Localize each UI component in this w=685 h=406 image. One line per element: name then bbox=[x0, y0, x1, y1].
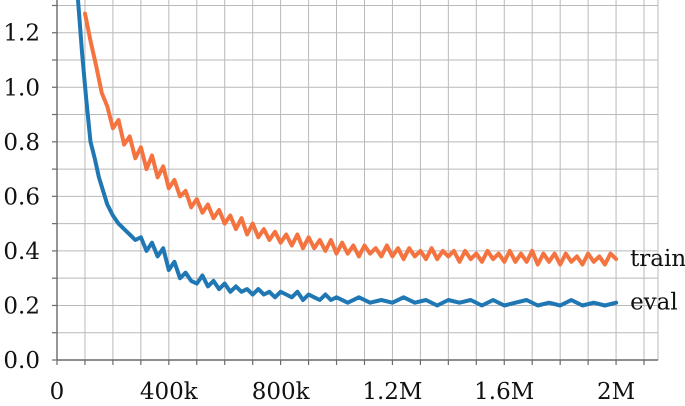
y-tick-label: 0.0 bbox=[3, 348, 40, 374]
series-lines bbox=[76, 0, 619, 308]
y-tick-label: 1.0 bbox=[3, 75, 40, 101]
x-tick-label: 0 bbox=[50, 379, 65, 405]
x-tick-label: 1.2M bbox=[362, 379, 422, 405]
series-label-train: train bbox=[630, 246, 685, 272]
series-label-eval: eval bbox=[630, 290, 678, 316]
y-tick-label: 0.2 bbox=[3, 293, 40, 319]
axes bbox=[52, 0, 658, 365]
series-line-eval bbox=[76, 0, 619, 308]
x-tick-label: 400k bbox=[140, 379, 199, 405]
x-tick-label: 2M bbox=[597, 379, 635, 405]
series-line-train bbox=[83, 11, 619, 267]
y-tick-label: 0.8 bbox=[3, 130, 40, 156]
x-tick-label: 800k bbox=[252, 379, 311, 405]
y-tick-label: 0.6 bbox=[3, 184, 40, 210]
tick-labels: 0 400k 800k 1.2M 1.6M 2M 0.0 0.2 0.4 0.6 0.8 1.0 1.2 bbox=[3, 21, 635, 405]
x-tick-label: 1.6M bbox=[474, 379, 534, 405]
grid bbox=[57, 0, 659, 360]
y-tick-label: 1.2 bbox=[3, 21, 40, 47]
series-labels: train eval bbox=[630, 246, 685, 316]
y-tick-label: 0.4 bbox=[3, 239, 40, 265]
